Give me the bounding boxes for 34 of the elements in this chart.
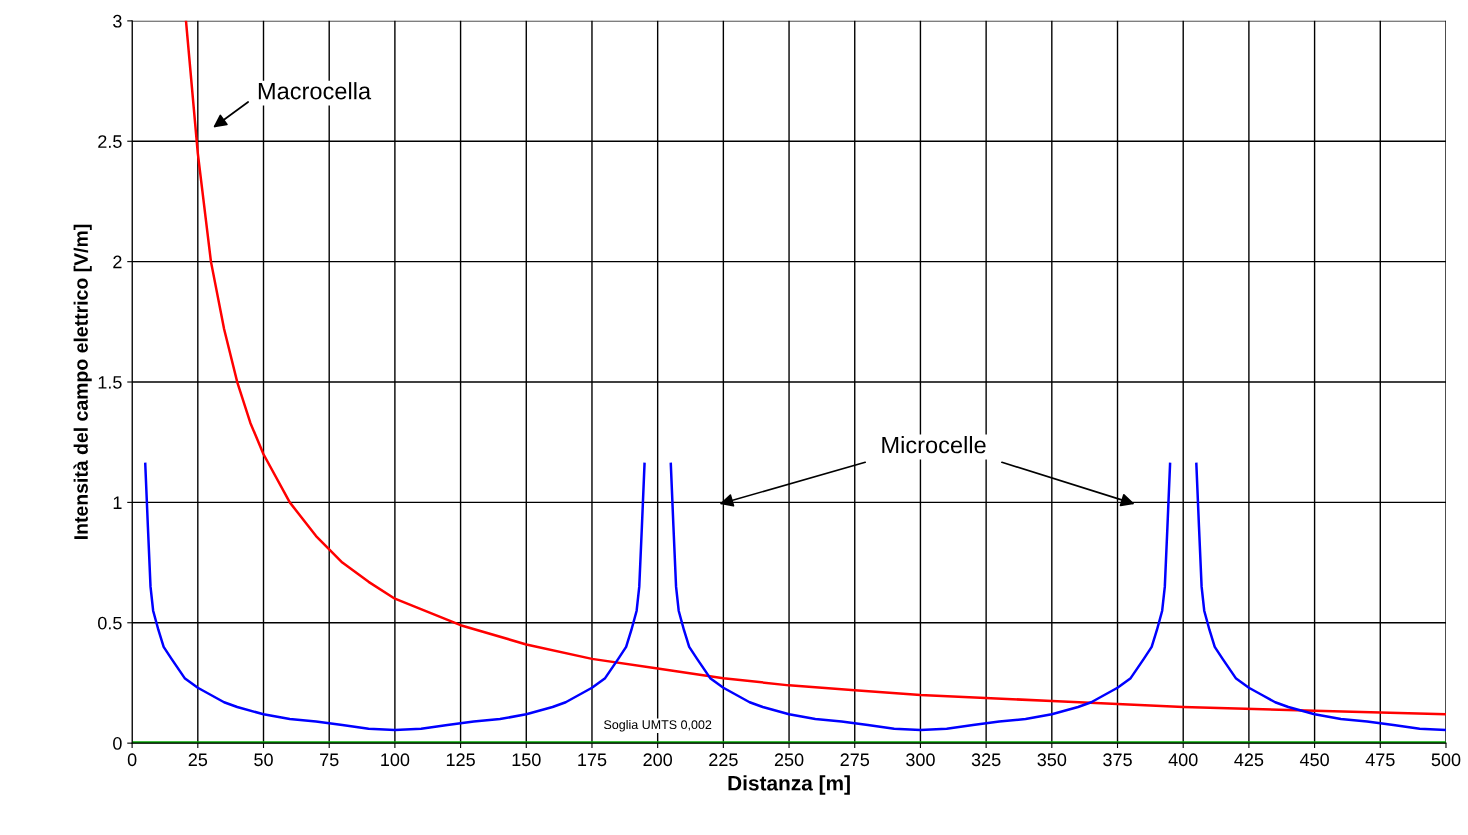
x-tick-label: 225 bbox=[709, 753, 738, 767]
x-tick-label: 50 bbox=[254, 753, 273, 767]
x-tick-label: 75 bbox=[320, 753, 339, 767]
x-tick-label: 175 bbox=[578, 753, 607, 767]
y-tick-label: 0.5 bbox=[98, 616, 122, 630]
x-tick-label: 350 bbox=[1037, 753, 1067, 767]
x-tick-label: 250 bbox=[774, 753, 804, 767]
x-tick-label: 325 bbox=[971, 753, 1001, 767]
y-tick-label: 1 bbox=[113, 496, 122, 509]
x-tick-label: 500 bbox=[1431, 753, 1461, 767]
x-tick-label: 375 bbox=[1103, 753, 1132, 767]
annotation: Macrocella bbox=[258, 82, 372, 100]
x-tick-label: 0 bbox=[127, 753, 137, 767]
y-tick-label: 2 bbox=[113, 255, 122, 269]
y-tick-label: 0 bbox=[113, 737, 122, 750]
x-tick-label: 25 bbox=[188, 753, 208, 767]
x-axis-title: Distanza [m] bbox=[728, 775, 850, 795]
x-tick-label: 200 bbox=[643, 753, 673, 767]
x-tick-label: 150 bbox=[512, 753, 541, 767]
x-tick-label: 450 bbox=[1299, 753, 1329, 767]
y-tick-label: 2.5 bbox=[98, 135, 122, 148]
line-series bbox=[184, 20, 1446, 716]
x-tick-label: 275 bbox=[840, 753, 870, 767]
x-tick-label: 100 bbox=[381, 753, 410, 767]
y-tick-label: 1.5 bbox=[98, 376, 122, 389]
x-tick-label: 475 bbox=[1365, 753, 1395, 767]
y-axis-title: Intensità del campo elettrico [V/m] bbox=[73, 224, 92, 539]
ref-line-label: Soglia UMTS 0,002 bbox=[604, 719, 712, 732]
x-tick-label: 125 bbox=[446, 753, 475, 767]
y-tick-label: 3 bbox=[113, 14, 122, 28]
annotation: Microcelle bbox=[882, 436, 986, 454]
x-tick-label: 400 bbox=[1168, 753, 1198, 767]
x-tick-label: 425 bbox=[1234, 753, 1264, 767]
x-tick-label: 300 bbox=[906, 753, 935, 767]
